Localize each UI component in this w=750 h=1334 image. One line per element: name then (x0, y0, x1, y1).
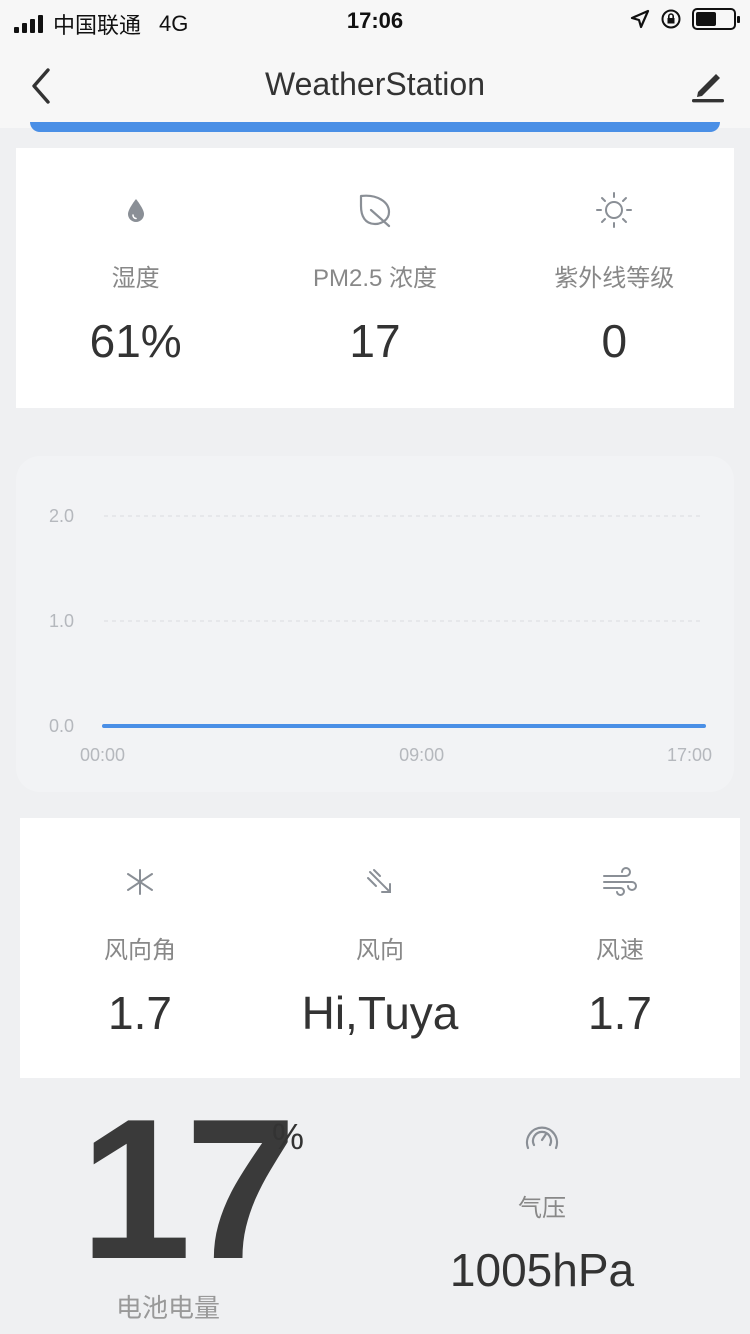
x-tick-label: 17:00 (667, 745, 712, 765)
humidity-metric: 湿度 61% (16, 188, 255, 368)
wind-direction-value: Hi,Tuya (301, 987, 459, 1039)
back-icon[interactable] (24, 64, 64, 108)
humidity-label: 湿度 (111, 265, 160, 292)
x-tick-label: 09:00 (399, 745, 444, 765)
wind-speed-icon (603, 867, 637, 896)
uv-value: 0 (601, 315, 628, 367)
edit-icon[interactable] (688, 62, 728, 106)
header-accent-strip (30, 122, 720, 132)
pressure-value: 1005hPa (449, 1244, 635, 1296)
rotation-lock-icon (661, 9, 681, 29)
wind-angle-label: 风向角 (104, 937, 176, 964)
water-drop-icon (127, 199, 144, 222)
y-tick-label: 1.0 (49, 611, 74, 631)
compass-angle-icon (127, 869, 153, 895)
uv-label: 紫外线等级 (554, 265, 675, 292)
y-tick-label: 2.0 (49, 506, 74, 526)
battery-level-label: 电池电量 (116, 1293, 221, 1323)
wind-direction-icon (367, 869, 391, 893)
signal-icon (14, 15, 43, 33)
carrier-name: 中国联通 (53, 13, 142, 38)
chart-plot: 0.0 1.0 2.0 00:00 09:00 17:00 (49, 506, 712, 765)
pressure-metric: 气压 1005hPa (400, 1120, 684, 1297)
wind-speed-metric: 风速 1.7 (500, 860, 740, 1040)
pm25-label: PM2.5 浓度 (312, 265, 437, 292)
wind-speed-value: 1.7 (588, 987, 652, 1039)
pm25-metric: PM2.5 浓度 17 (255, 188, 494, 368)
sun-icon (596, 192, 633, 228)
pm25-value: 17 (349, 315, 401, 367)
leaf-icon (359, 194, 391, 228)
wind-angle-value: 1.7 (108, 987, 172, 1039)
x-tick-label: 00:00 (80, 745, 125, 765)
history-chart[interactable]: 0.0 1.0 2.0 00:00 09:00 17:00 (16, 456, 734, 792)
humidity-value: 61% (89, 315, 182, 367)
uv-metric: 紫外线等级 0 (495, 188, 734, 368)
page-title: WeatherStation (265, 66, 485, 102)
wind-direction-metric: 风向 Hi,Tuya (260, 860, 500, 1040)
wind-speed-label: 风速 (596, 937, 644, 964)
wind-angle-metric: 风向角 1.7 (20, 860, 260, 1040)
pressure-label: 气压 (518, 1195, 566, 1222)
wind-card: 风向角 1.7 风向 Hi,Tuya 风速 1.7 (20, 818, 740, 1078)
battery-level-unit: % (272, 1116, 305, 1157)
navigation-bar: WeatherStation (0, 42, 750, 128)
environment-card: 湿度 61% PM2.5 浓度 17 紫外线等级 0 (16, 148, 734, 408)
network-type: 4G (159, 11, 189, 36)
battery-level-value: 17 (80, 1078, 296, 1301)
battery-icon (692, 8, 740, 30)
clock: 17:06 (346, 8, 404, 33)
gauge-icon (525, 1126, 559, 1150)
wind-direction-label: 风向 (356, 937, 404, 964)
y-tick-label: 0.0 (49, 716, 74, 736)
status-bar: 中国联通 4G 17:06 (0, 0, 750, 42)
location-icon (630, 9, 650, 29)
